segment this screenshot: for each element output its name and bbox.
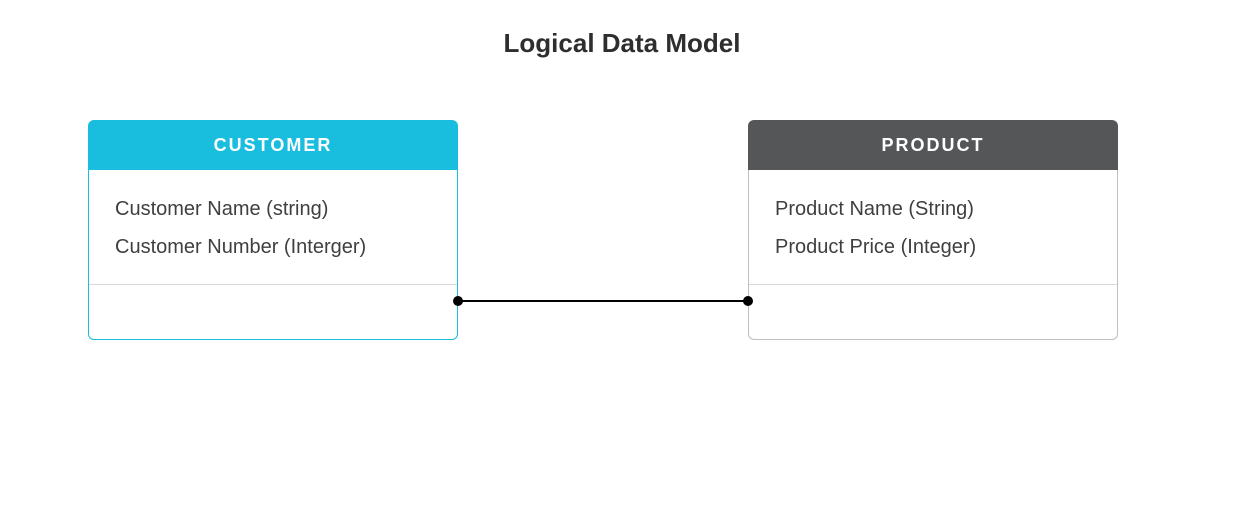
- entity-product: PRODUCT Product Name (String) Product Pr…: [748, 120, 1118, 340]
- entity-customer-header: CUSTOMER: [88, 120, 458, 170]
- entity-customer-attr-1: Customer Number (Interger): [115, 228, 431, 266]
- entity-customer-attr-0: Customer Name (string): [115, 190, 431, 228]
- entity-product-body: Product Name (String) Product Price (Int…: [748, 170, 1118, 340]
- entity-product-attr-0: Product Name (String): [775, 190, 1091, 228]
- entity-customer-attrs: Customer Name (string) Customer Number (…: [89, 170, 457, 284]
- entity-customer-footer: [89, 285, 457, 339]
- entity-customer: CUSTOMER Customer Name (string) Customer…: [88, 120, 458, 340]
- relationship-edge-dot-right: [743, 296, 753, 306]
- entity-product-attrs: Product Name (String) Product Price (Int…: [749, 170, 1117, 284]
- entity-product-header: PRODUCT: [748, 120, 1118, 170]
- relationship-edge-dot-left: [453, 296, 463, 306]
- entity-product-footer: [749, 285, 1117, 339]
- diagram-canvas: Logical Data Model CUSTOMER Customer Nam…: [0, 0, 1244, 506]
- diagram-title: Logical Data Model: [0, 28, 1244, 59]
- entity-product-attr-1: Product Price (Integer): [775, 228, 1091, 266]
- relationship-edge: [458, 300, 748, 302]
- entity-customer-body: Customer Name (string) Customer Number (…: [88, 170, 458, 340]
